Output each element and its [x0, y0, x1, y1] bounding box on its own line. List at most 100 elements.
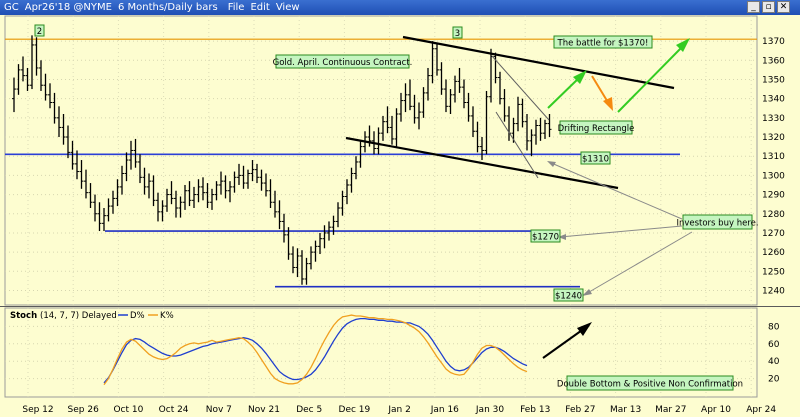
ohlc-bar	[457, 67, 462, 93]
ohlc-bar	[453, 75, 457, 103]
stoch-header: Stoch (14, 7, 7) Delayed D% K%	[10, 311, 174, 321]
stoch-line-k	[103, 314, 528, 386]
ohlc-bar	[286, 227, 291, 260]
ohlc-bar	[547, 114, 552, 138]
k-legend-label: K%	[160, 311, 174, 321]
ohlc-bar	[421, 87, 426, 118]
ohlc-bar	[138, 154, 142, 184]
x-tick-label: Mar 27	[655, 405, 686, 415]
x-tick-label: Nov 21	[248, 405, 280, 415]
price-tick-label: 1290	[762, 191, 785, 201]
price-tick-label: 1370	[762, 37, 785, 47]
ohlc-bar	[129, 140, 133, 170]
ohlc-bar	[115, 179, 120, 207]
ohlc-bar	[376, 127, 381, 155]
ohlc-bar	[390, 115, 394, 145]
close-button[interactable]: ✕	[777, 1, 790, 13]
y-axis-ticks: 1240 1250 1260 1270 1280 1290 1300 1310 1320 1330…	[762, 37, 785, 384]
stoch-line-d	[103, 317, 528, 384]
ohlc-bar	[43, 73, 48, 101]
ohlc-bar	[196, 179, 201, 203]
ohlc-bar	[466, 92, 471, 122]
ohlc-bar	[84, 169, 88, 199]
maximize-button[interactable]: ▫	[762, 1, 775, 13]
wedge-lower-line	[495, 111, 539, 179]
ohlc-bar	[16, 64, 21, 95]
ohlc-bar	[543, 119, 547, 139]
window-title: GC Apr26'18 @NYME 6 Months/Daily bars File E…	[4, 0, 306, 15]
ohlc-bar	[160, 200, 165, 222]
ohlc-bar	[133, 138, 138, 168]
ohlc-bar	[241, 165, 246, 189]
ohlc-bar	[331, 215, 336, 235]
x-tick-label: Apr 10	[701, 405, 731, 415]
price-tick-label: 1360	[762, 56, 785, 66]
ohlc-bar	[174, 190, 178, 218]
ohlc-bar	[61, 114, 66, 145]
price-tick-label: 1270	[762, 229, 785, 239]
price-tick-label: 1330	[762, 114, 785, 124]
level-1310-label: $1310	[582, 155, 609, 165]
ohlc-bar	[264, 173, 268, 197]
ohlc-bar	[282, 213, 286, 243]
menu-edit[interactable]: Edit	[250, 2, 270, 13]
ohlc-bar	[79, 160, 84, 189]
ohlc-bar	[111, 190, 115, 214]
orange-arrow	[591, 75, 610, 105]
ohlc-bar	[462, 79, 466, 109]
stoch-series	[103, 314, 528, 386]
ohlc-bar	[493, 52, 498, 84]
ohlc-bar	[502, 89, 507, 122]
annotation-boxes: 2 3 Gold. April. Continuous Contract. Th…	[34, 24, 759, 391]
ohlc-bar	[70, 140, 75, 170]
ohlc-bar	[210, 188, 214, 210]
pointer-1310	[548, 161, 683, 220]
title-bar[interactable]: GC Apr26'18 @NYME 6 Months/Daily bars File E…	[0, 0, 800, 15]
price-bars	[12, 35, 552, 285]
pointer-1270	[559, 225, 683, 238]
ohlc-bar	[88, 183, 93, 208]
stoch-tick-label: 80	[768, 322, 780, 332]
ohlc-bar	[66, 125, 70, 159]
minimize-button[interactable]: _	[747, 1, 760, 13]
ohlc-bar	[201, 177, 205, 201]
ohlc-bar	[394, 108, 399, 147]
price-tick-label: 1280	[762, 210, 785, 220]
x-axis-ticks: Sep 12 Sep 26 Oct 10 Oct 24 Nov 7 Nov 21 Dec 5…	[22, 405, 776, 415]
menu-file[interactable]: File	[227, 2, 245, 13]
ohlc-bar	[358, 140, 363, 168]
x-tick-label: Jan 2	[387, 405, 410, 415]
ohlc-bar	[354, 156, 358, 180]
ohlc-bar	[471, 106, 475, 138]
trendlines	[345, 35, 675, 190]
ohlc-bar	[237, 163, 241, 185]
ohlc-bar	[156, 192, 160, 222]
ohlc-bar	[93, 194, 97, 222]
ohlc-bar	[205, 183, 210, 208]
ohlc-bar	[412, 94, 417, 124]
ohlc-bar	[169, 181, 174, 205]
ohlc-bar	[219, 171, 223, 195]
stoch-gridlines	[5, 325, 757, 380]
ohlc-bar	[102, 208, 106, 232]
menu-view[interactable]: View	[275, 2, 300, 13]
ohlc-bar	[417, 102, 421, 130]
x-tick-label: Sep 12	[22, 405, 53, 415]
price-tick-label: 1340	[762, 95, 785, 105]
ohlc-bar	[525, 114, 529, 151]
wave-label-2: 2	[37, 27, 42, 37]
drifting-rectangle-label: Drifting Rectangle	[558, 124, 635, 134]
stoch-params: (14, 7, 7) Delayed	[40, 311, 117, 321]
ohlc-bar	[142, 167, 147, 195]
stoch-tick-label: 60	[768, 340, 780, 350]
ohlc-bar	[304, 257, 309, 285]
ohlc-bar	[403, 83, 408, 113]
ohlc-bar	[381, 115, 385, 141]
ohlc-bar	[39, 60, 43, 91]
x-tick-label: Sep 26	[68, 405, 100, 415]
ohlc-bar	[273, 190, 277, 218]
ohlc-bar	[12, 77, 16, 113]
ohlc-bar	[435, 43, 439, 76]
ohlc-bar	[192, 186, 196, 208]
interval-text: 6 Months/Daily bars	[117, 2, 218, 13]
